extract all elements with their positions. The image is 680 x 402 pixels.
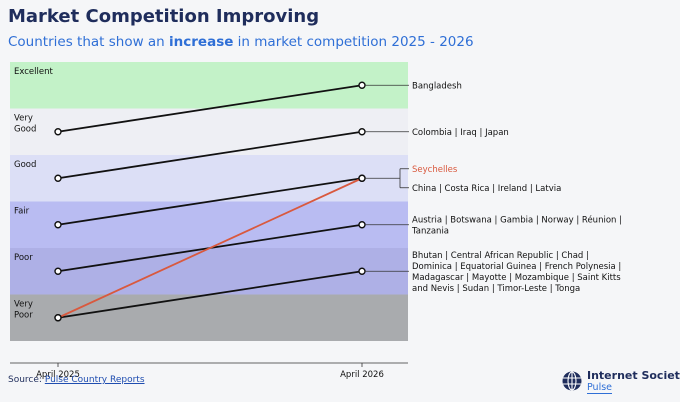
chart-title: Market Competition Improving [8, 6, 320, 27]
logo-name: Internet Society [587, 369, 680, 382]
series-line [57, 177, 363, 226]
data-point [358, 221, 366, 229]
band-poor [10, 248, 408, 295]
series-line [57, 84, 363, 133]
band-good [10, 155, 408, 202]
globe-icon [562, 371, 582, 391]
data-point [54, 221, 62, 229]
series-label: Colombia | Iraq | Japan [412, 128, 509, 138]
series-label: Austria | Botswana | Gambia | Norway | R… [411, 214, 622, 236]
logo-product: Pulse [587, 382, 613, 394]
series-label: Bangladesh [412, 81, 462, 91]
chart-subtitle: Countries that show an increase in marke… [8, 34, 474, 50]
subtitle-pre: Countries that show an [8, 34, 170, 50]
data-point [358, 128, 366, 136]
source-link[interactable]: Pulse Country Reports [44, 375, 145, 385]
level-label: Good [14, 160, 36, 170]
band-fair [10, 201, 408, 248]
band-very-good [10, 108, 408, 155]
data-point [358, 81, 366, 89]
series-line [57, 177, 363, 319]
data-point [54, 128, 62, 136]
series-line [57, 130, 363, 180]
level-label: Very Good [14, 114, 36, 135]
band-very-poor [10, 294, 408, 341]
series-line [57, 270, 363, 319]
x-tick-label: April 2025 [36, 370, 80, 380]
level-label: Very Poor [14, 300, 33, 321]
level-label: Excellent [14, 67, 53, 77]
series-label: Bhutan | Central African Republic | Chad… [412, 251, 621, 294]
band-excellent [10, 62, 408, 109]
internet-society-logo[interactable]: Internet Society Pulse [562, 369, 680, 397]
data-point [358, 174, 366, 182]
source-note: Source: Pulse Country Reports [8, 375, 145, 385]
subtitle-post: in market competition 2025 - 2026 [233, 34, 474, 50]
series-label: Seychelles [412, 165, 458, 175]
level-label: Fair [14, 207, 30, 217]
data-point [54, 267, 62, 275]
subtitle-emphasis: increase [169, 34, 234, 50]
data-point [358, 267, 366, 275]
source-label: Source: [8, 375, 45, 385]
x-tick-label: April 2026 [340, 370, 384, 380]
level-label: Poor [14, 253, 33, 263]
data-point [54, 174, 62, 182]
series-label: China | Costa Rica | Ireland | Latvia [412, 184, 561, 194]
data-point [54, 314, 62, 322]
